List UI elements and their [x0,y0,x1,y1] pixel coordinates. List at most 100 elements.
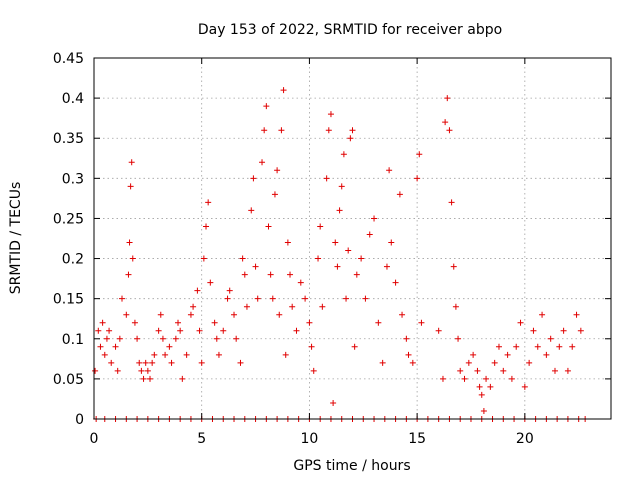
x-tick-label: 5 [197,431,206,447]
data-point [200,255,207,262]
data-point [330,399,337,406]
axis-ticks [93,57,611,420]
data-point [144,367,151,374]
data-point [452,303,459,310]
data-point [284,239,291,246]
data-point [517,319,524,326]
data-point [513,343,520,350]
data-point [442,119,449,126]
data-point [448,199,455,206]
x-tick-label: 15 [408,431,426,447]
data-point [366,231,373,238]
data-point [343,295,350,302]
data-point [127,183,134,190]
data-point [399,311,406,318]
y-tick-label: 0.35 [53,131,84,147]
data-point [409,359,416,366]
data-point [383,263,390,270]
data-point [207,279,214,286]
data-point [147,375,154,382]
data-points [92,87,589,422]
data-point [269,295,276,302]
data-point [483,375,490,382]
x-tick-label: 0 [90,431,99,447]
data-point [267,271,274,278]
data-point [287,271,294,278]
data-point [140,375,147,382]
data-point [543,351,550,358]
data-point [101,351,108,358]
data-point [108,359,115,366]
data-point [119,295,126,302]
data-point [194,287,201,294]
x-tick-label: 10 [301,431,319,447]
data-point [416,151,423,158]
data-point [340,151,347,158]
data-point [252,263,259,270]
data-point [504,351,511,358]
data-point [564,367,571,374]
data-point [478,391,485,398]
data-point [129,255,136,262]
data-point [353,271,360,278]
data-point [530,327,537,334]
data-point [371,215,378,222]
data-point [556,343,563,350]
data-point [327,111,334,118]
data-point [239,255,246,262]
data-point [487,383,494,390]
data-point [334,263,341,270]
data-point [226,287,233,294]
data-point [274,167,281,174]
data-point [183,351,190,358]
y-tick-label: 0.15 [53,292,84,308]
data-point [317,223,324,230]
y-tick-label: 0.4 [62,91,84,107]
data-point [392,279,399,286]
data-point [306,319,313,326]
data-point [136,359,143,366]
y-tick-label: 0.25 [53,211,84,227]
data-point [289,303,296,310]
data-point [388,239,395,246]
data-point [151,351,158,358]
data-point [166,343,173,350]
data-point [265,223,272,230]
x-axis-label: GPS time / hours [293,458,410,474]
data-point [315,255,322,262]
data-point [254,295,261,302]
data-point [215,351,222,358]
data-point [205,199,212,206]
data-point [157,311,164,318]
data-point [159,335,166,342]
data-point [196,327,203,334]
data-point [444,95,451,102]
data-point [396,191,403,198]
data-point [319,303,326,310]
data-point [308,343,315,350]
data-point [99,319,106,326]
data-point [495,343,502,350]
data-point [405,351,412,358]
data-point [271,191,278,198]
data-point [123,311,130,318]
data-point [138,367,145,374]
data-point [224,295,231,302]
y-tick-label: 0.2 [62,252,84,268]
data-point [573,311,580,318]
data-point [243,303,250,310]
data-point [439,375,446,382]
data-point [276,311,283,318]
data-point [338,183,345,190]
data-point [213,335,220,342]
data-point [125,271,132,278]
data-point [345,247,352,254]
data-point [450,263,457,270]
data-point [112,343,119,350]
data-point [128,159,135,166]
data-point [480,407,487,414]
x-tick-label: 20 [516,431,534,447]
data-point [465,359,472,366]
data-point [403,335,410,342]
